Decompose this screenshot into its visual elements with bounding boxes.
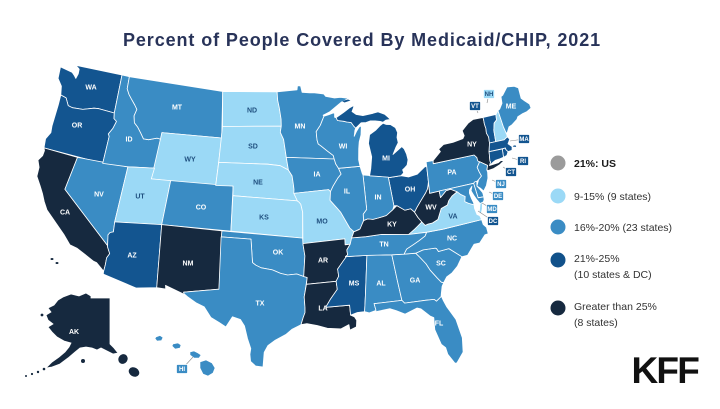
svg-text:ND: ND (247, 108, 257, 115)
svg-text:OH: OH (405, 187, 416, 194)
svg-text:16%-20% (23 states): 16%-20% (23 states) (574, 222, 672, 234)
svg-text:CA: CA (60, 210, 70, 217)
svg-text:NM: NM (183, 261, 194, 268)
svg-text:NH: NH (485, 92, 494, 98)
svg-text:KFF: KFF (631, 350, 699, 391)
svg-text:SD: SD (248, 144, 258, 151)
svg-text:PA: PA (447, 170, 456, 177)
svg-text:KS: KS (259, 215, 269, 222)
svg-text:CT: CT (507, 170, 515, 176)
svg-text:Greater than 25%: Greater than 25% (574, 301, 657, 313)
svg-text:CO: CO (196, 205, 207, 212)
svg-text:LA: LA (318, 306, 327, 313)
svg-text:MO: MO (316, 219, 328, 226)
svg-text:Percent of People Covered By M: Percent of People Covered By Medicaid/CH… (123, 30, 601, 50)
svg-text:DE: DE (494, 194, 502, 200)
svg-text:ME: ME (506, 104, 517, 111)
svg-text:NJ: NJ (497, 182, 505, 188)
svg-text:IL: IL (344, 189, 351, 196)
svg-text:AR: AR (318, 258, 328, 265)
svg-text:MD: MD (487, 207, 497, 213)
svg-text:NE: NE (253, 180, 263, 187)
svg-text:NV: NV (94, 192, 104, 199)
svg-text:IA: IA (314, 172, 321, 179)
svg-text:TN: TN (379, 242, 388, 249)
svg-text:FL: FL (435, 321, 444, 328)
svg-text:DC: DC (489, 219, 498, 225)
svg-text:ID: ID (126, 137, 133, 144)
svg-text:MT: MT (172, 105, 183, 112)
svg-text:AK: AK (69, 329, 79, 336)
svg-text:IN: IN (375, 195, 382, 202)
svg-text:21%-25%: 21%-25% (574, 253, 620, 265)
svg-text:AZ: AZ (127, 253, 137, 260)
svg-text:AL: AL (376, 281, 386, 288)
svg-text:(8 states): (8 states) (574, 317, 618, 329)
svg-text:NY: NY (467, 142, 477, 149)
svg-text:VA: VA (448, 214, 457, 221)
svg-text:OR: OR (72, 123, 83, 130)
svg-text:MI: MI (382, 156, 390, 163)
svg-text:9-15% (9 states): 9-15% (9 states) (574, 191, 651, 203)
svg-text:TX: TX (256, 301, 265, 308)
svg-text:WY: WY (184, 157, 196, 164)
svg-text:21%: US: 21%: US (574, 158, 616, 170)
svg-text:SC: SC (436, 261, 446, 268)
svg-text:KY: KY (387, 222, 397, 229)
svg-text:VT: VT (471, 104, 479, 110)
svg-text:UT: UT (135, 194, 145, 201)
svg-text:WI: WI (339, 144, 348, 151)
svg-text:RI: RI (520, 159, 526, 165)
svg-text:MA: MA (519, 137, 529, 143)
svg-text:NC: NC (447, 236, 457, 243)
svg-text:MS: MS (349, 281, 360, 288)
svg-text:MN: MN (295, 124, 306, 131)
svg-text:GA: GA (410, 278, 421, 285)
svg-text:WA: WA (85, 85, 96, 92)
svg-text:(10 states & DC): (10 states & DC) (574, 269, 652, 281)
svg-text:HI: HI (179, 367, 185, 373)
svg-text:OK: OK (273, 250, 284, 257)
svg-text:WV: WV (425, 205, 437, 212)
